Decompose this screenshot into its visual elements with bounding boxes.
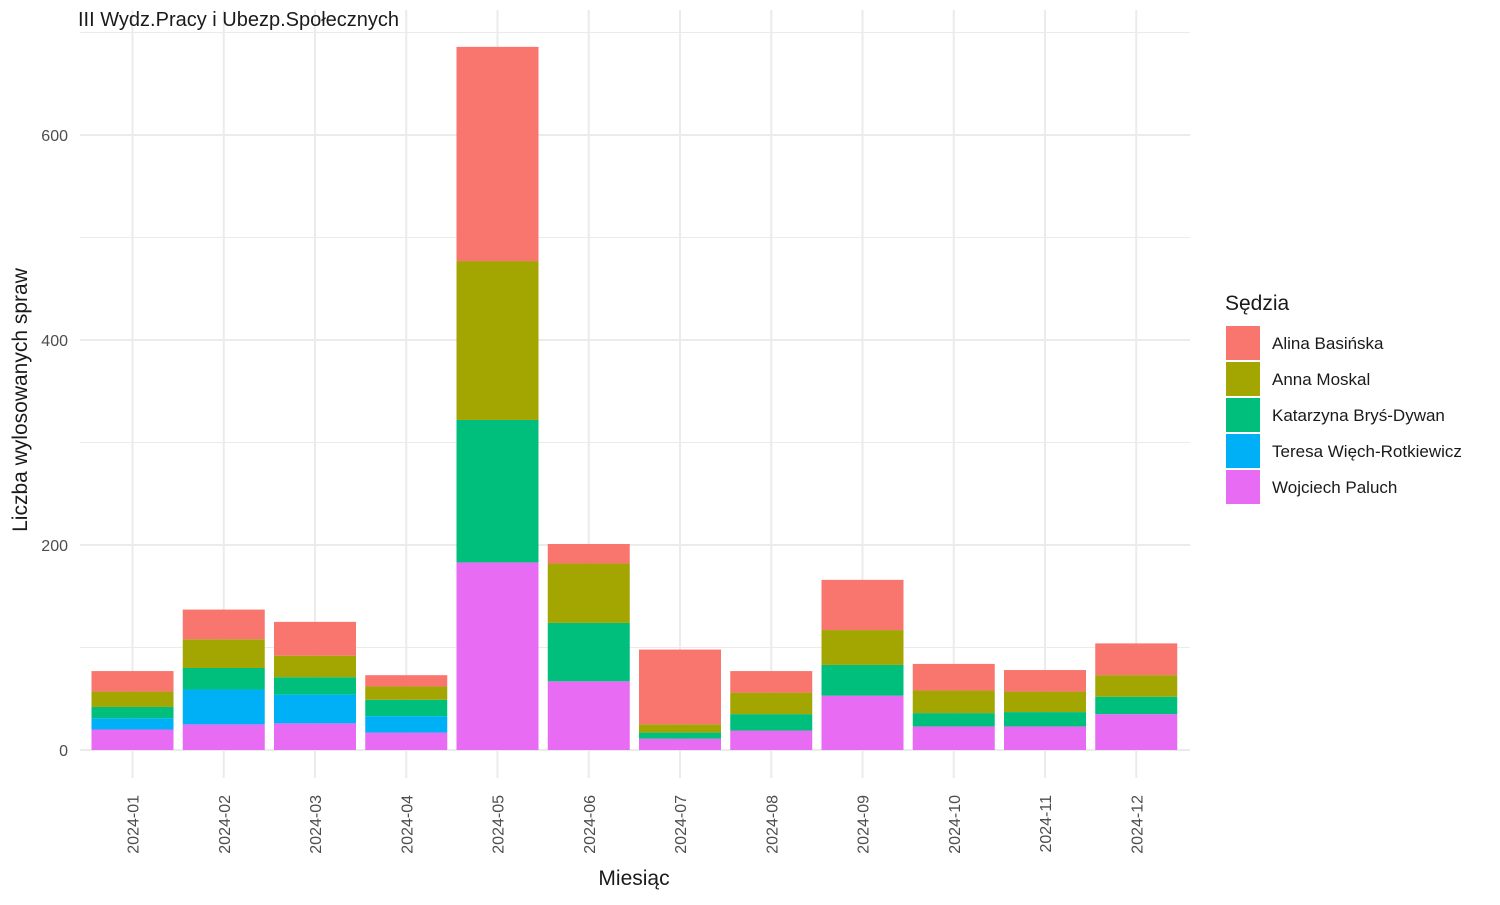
bar-segment <box>91 671 174 692</box>
legend-label: Wojciech Paluch <box>1272 478 1397 497</box>
bar-segment <box>821 664 904 696</box>
legend-label: Alina Basińska <box>1272 334 1384 353</box>
axis-layer: 0 200 400 600 2024-01 2024-02 2024-03 2024-04 20… <box>41 128 1146 854</box>
bar-segment <box>547 622 630 682</box>
legend: Sędzia Alina Basińska Anna Moskal Katarzyn… <box>1225 292 1462 504</box>
legend-label: Teresa Więch-Rotkiewicz <box>1272 442 1462 461</box>
bar-segment <box>274 621 356 656</box>
bar-segment <box>365 732 448 750</box>
bar-segment <box>1095 643 1178 676</box>
x-tick-label: 2024-12 <box>1129 795 1146 854</box>
x-tick-label: 2024-03 <box>308 795 325 854</box>
bar-segment <box>91 729 174 750</box>
legend-swatch <box>1226 470 1260 504</box>
bar-segment <box>1004 670 1086 692</box>
x-tick-label: 2024-10 <box>947 795 964 854</box>
bar-segment <box>1095 714 1178 750</box>
bar-segment <box>274 723 356 750</box>
bar-segment <box>274 655 356 678</box>
bar-segment <box>91 706 174 719</box>
bar-segment <box>821 630 904 665</box>
y-tick-label: 0 <box>59 743 68 760</box>
bar-segment <box>91 691 174 707</box>
y-tick-label: 400 <box>41 333 68 350</box>
bar-segment <box>912 713 995 727</box>
bar-segment <box>912 726 995 750</box>
x-tick-label: 2024-09 <box>856 795 873 854</box>
bar-segment <box>639 732 721 739</box>
bar-segment <box>547 543 630 564</box>
bar-segment <box>730 692 813 715</box>
bar-segment <box>182 639 265 668</box>
bar-segment <box>547 681 630 750</box>
bar-segment <box>274 677 356 695</box>
bar-segment <box>365 699 448 717</box>
x-tick-label: 2024-04 <box>399 795 416 854</box>
bar-segment <box>821 695 904 750</box>
legend-title: Sędzia <box>1225 292 1290 315</box>
bar-segment <box>639 649 721 725</box>
legend-label: Anna Moskal <box>1272 370 1370 389</box>
bar-segment <box>1095 675 1178 697</box>
bar-segment <box>1004 712 1086 727</box>
bar-segment <box>365 716 448 733</box>
legend-label: Katarzyna Bryś-Dywan <box>1272 406 1445 425</box>
bar-segment <box>456 562 539 750</box>
bar-segment <box>730 714 813 731</box>
x-tick-label: 2024-08 <box>764 795 781 854</box>
legend-swatch <box>1226 362 1260 396</box>
bar-segment <box>1004 726 1086 750</box>
bar-segment <box>456 46 539 262</box>
bar-segment <box>365 675 448 687</box>
x-tick-label: 2024-06 <box>582 795 599 854</box>
bar-segment <box>456 261 539 420</box>
x-axis-label: Miesiąc <box>598 867 669 890</box>
bar-segment <box>182 609 265 640</box>
x-tick-label: 2024-07 <box>673 795 690 854</box>
bar-segment <box>182 689 265 725</box>
bar-segment <box>639 724 721 733</box>
legend-swatch <box>1226 398 1260 432</box>
bar-segment <box>365 686 448 700</box>
bar-segment <box>1004 691 1086 713</box>
bar-segment <box>821 579 904 631</box>
y-axis-label: Liczba wylosowanych spraw <box>9 267 32 532</box>
chart-title: III Wydz.Pracy i Ubezp.Społecznych <box>78 9 399 31</box>
x-tick-label: 2024-11 <box>1038 795 1055 853</box>
bar-segment <box>182 668 265 690</box>
bar-segment <box>730 671 813 693</box>
legend-items: Alina Basińska Anna Moskal Katarzyna Bryś-… <box>1226 326 1462 504</box>
bar-segment <box>182 724 265 750</box>
bars-layer <box>91 46 1178 750</box>
bar-segment <box>730 730 813 750</box>
bar-segment <box>91 718 174 730</box>
legend-swatch <box>1226 326 1260 360</box>
bar-segment <box>456 419 539 563</box>
bar-segment <box>1095 696 1178 715</box>
bar-segment <box>639 738 721 750</box>
x-tick-label: 2024-02 <box>217 795 234 854</box>
bar-segment <box>274 694 356 724</box>
bar-segment <box>547 563 630 623</box>
y-tick-label: 200 <box>41 538 68 555</box>
bar-segment <box>912 690 995 714</box>
legend-swatch <box>1226 434 1260 468</box>
x-tick-label: 2024-01 <box>126 795 143 854</box>
bar-segment <box>912 663 995 691</box>
y-tick-label: 600 <box>41 128 68 145</box>
x-tick-label: 2024-05 <box>491 795 508 854</box>
